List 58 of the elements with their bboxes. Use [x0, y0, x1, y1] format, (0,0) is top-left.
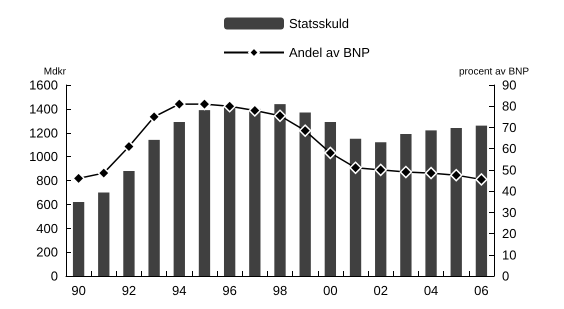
point	[298, 124, 312, 137]
x-tick-label: 92	[122, 283, 136, 298]
x-tick-label: 02	[373, 283, 388, 298]
bar	[72, 202, 84, 276]
y-tick-label: 1600	[29, 78, 58, 92]
bar	[300, 112, 311, 276]
point	[374, 164, 387, 176]
y2-tick-label: 60	[502, 141, 516, 156]
y2-tick-label: 20	[502, 226, 516, 242]
point	[424, 166, 438, 180]
bar	[98, 192, 110, 276]
bar	[198, 110, 210, 276]
x-tick-label: 90	[71, 283, 86, 298]
y-tick-label: 1000	[29, 149, 58, 164]
y-tick-label: 400	[36, 220, 58, 236]
y2-tick-label: 80	[502, 98, 516, 114]
bar	[375, 142, 386, 276]
y-tick-label: 1200	[29, 125, 58, 140]
y2-tick-label: 90	[502, 78, 516, 92]
bar	[476, 126, 488, 276]
bar	[123, 170, 135, 276]
y-tick-label: 1400	[29, 101, 58, 116]
y2-tick-label: 40	[502, 184, 516, 199]
bar	[324, 122, 336, 276]
bar	[400, 134, 412, 276]
bar	[350, 138, 362, 276]
legend-label: Statsskuld	[289, 16, 349, 31]
bar	[174, 122, 185, 276]
bar	[274, 104, 286, 276]
x-tick-label: 98	[272, 283, 288, 298]
bar	[249, 108, 260, 276]
y2-tick-label: 30	[502, 204, 516, 220]
point	[475, 173, 488, 186]
bar	[425, 130, 437, 276]
bar	[224, 108, 236, 276]
y2-axis-title: procent av BNP	[458, 66, 530, 78]
y2-tick-label: 0	[502, 268, 510, 284]
legend-label: Andel av BNP	[289, 45, 370, 60]
x-tick-label: 96	[222, 283, 237, 298]
bar	[450, 128, 462, 276]
y2-tick-label: 50	[502, 162, 516, 178]
y-tick-label: 600	[36, 196, 58, 212]
bar	[148, 140, 160, 276]
y-tick-label: 0	[50, 268, 58, 284]
x-tick-label: 00	[323, 283, 338, 298]
y-axis-title: Mdkr	[44, 66, 67, 78]
y-tick-label: 800	[36, 173, 58, 188]
point	[324, 146, 337, 160]
point	[400, 166, 412, 178]
x-tick-label: 04	[424, 283, 438, 298]
point	[450, 168, 462, 182]
x-tick-label: 94	[172, 283, 187, 298]
y-tick-label: 200	[36, 244, 58, 260]
x-tick-label: 06	[474, 283, 489, 298]
y2-tick-label: 10	[502, 247, 516, 262]
point	[349, 162, 362, 174]
point	[274, 110, 286, 122]
y2-tick-label: 70	[502, 120, 516, 135]
